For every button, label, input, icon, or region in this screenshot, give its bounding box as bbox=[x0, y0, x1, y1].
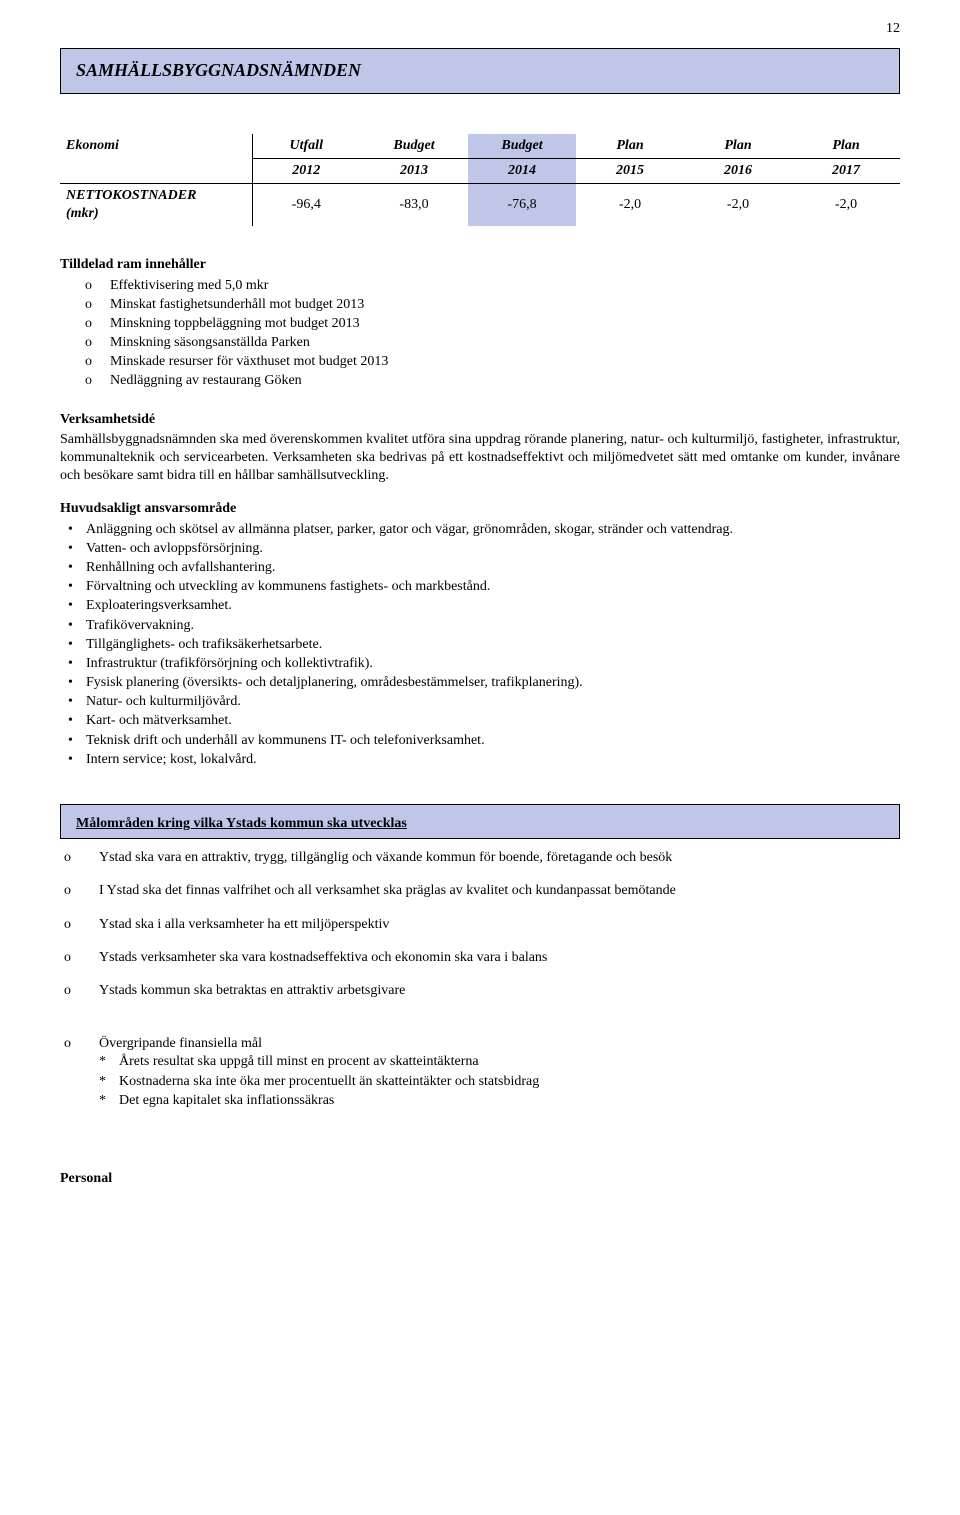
financial-heading: Övergripande finansiella mål bbox=[64, 1035, 900, 1053]
verksamhet-section: Verksamhetsidé Samhällsbyggnadsnämnden s… bbox=[60, 411, 900, 486]
personal-heading: Personal bbox=[60, 1170, 900, 1188]
list-item: Ystad ska vara en attraktiv, trygg, till… bbox=[64, 849, 900, 867]
financial-list: Årets resultat ska uppgå till minst en p… bbox=[99, 1053, 900, 1110]
list-item: I Ystad ska det finnas valfrihet och all… bbox=[64, 882, 900, 900]
list-item: Vatten- och avloppsförsörjning. bbox=[68, 540, 900, 558]
mal-panel: Målområden kring vilka Ystads kommun ska… bbox=[60, 804, 900, 839]
financial-section: Övergripande finansiella mål Årets resul… bbox=[64, 1035, 900, 1110]
table-cell: -83,0 bbox=[360, 183, 468, 226]
col-header-bottom: 2013 bbox=[360, 158, 468, 183]
col-header-bottom: 2017 bbox=[792, 158, 900, 183]
list-item: Natur- och kulturmiljövård. bbox=[68, 693, 900, 711]
economy-table: Ekonomi Utfall Budget Budget Plan Plan P… bbox=[60, 134, 900, 227]
list-item: Minskade resurser för växthuset mot budg… bbox=[85, 353, 900, 371]
col-header-bottom: 2012 bbox=[252, 158, 360, 183]
col-header-top: Budget bbox=[360, 134, 468, 159]
page-number: 12 bbox=[60, 20, 900, 38]
list-item: Infrastruktur (trafikförsörjning och kol… bbox=[68, 655, 900, 673]
col-header-top: Budget bbox=[468, 134, 576, 159]
col-header-top: Plan bbox=[684, 134, 792, 159]
row-label-top: NETTOKOSTNADER bbox=[66, 188, 196, 203]
col-header-top: Plan bbox=[792, 134, 900, 159]
page-title: SAMHÄLLSBYGGNADSNÄMNDEN bbox=[76, 59, 884, 82]
title-panel: SAMHÄLLSBYGGNADSNÄMNDEN bbox=[60, 48, 900, 93]
list-item: Renhållning och avfallshantering. bbox=[68, 559, 900, 577]
col-header-bottom: 2015 bbox=[576, 158, 684, 183]
table-cell: -76,8 bbox=[468, 183, 576, 226]
mal-heading: Målområden kring vilka Ystads kommun ska… bbox=[76, 816, 407, 831]
list-item: Ystads verksamheter ska vara kostnadseff… bbox=[64, 949, 900, 967]
table-header-label: Ekonomi bbox=[60, 134, 252, 184]
table-cell: -2,0 bbox=[792, 183, 900, 226]
list-item: Kostnaderna ska inte öka mer procentuell… bbox=[99, 1073, 900, 1091]
mal-list: Ystad ska vara en attraktiv, trygg, till… bbox=[64, 849, 900, 1000]
list-item: Fysisk planering (översikts- och detaljp… bbox=[68, 674, 900, 692]
list-item: Nedläggning av restaurang Göken bbox=[85, 372, 900, 390]
list-item: Teknisk drift och underhåll av kommunens… bbox=[68, 732, 900, 750]
col-header-bottom: 2014 bbox=[468, 158, 576, 183]
list-item: Det egna kapitalet ska inflationssäkras bbox=[99, 1092, 900, 1110]
huvud-section: Huvudsakligt ansvarsområde Anläggning oc… bbox=[60, 500, 900, 769]
col-header-top: Plan bbox=[576, 134, 684, 159]
list-item: Trafikövervakning. bbox=[68, 617, 900, 635]
list-item: Minskat fastighetsunderhåll mot budget 2… bbox=[85, 296, 900, 314]
table-cell: -2,0 bbox=[576, 183, 684, 226]
list-item: Anläggning och skötsel av allmänna plats… bbox=[68, 521, 900, 539]
list-item: Ystad ska i alla verksamheter ha ett mil… bbox=[64, 916, 900, 934]
col-header-top: Utfall bbox=[252, 134, 360, 159]
list-item: Effektivisering med 5,0 mkr bbox=[85, 277, 900, 295]
tilldelad-section: Tilldelad ram innehåller Effektivisering… bbox=[60, 256, 900, 390]
row-label-bottom: (mkr) bbox=[66, 206, 99, 221]
tilldelad-heading: Tilldelad ram innehåller bbox=[60, 256, 900, 274]
list-item: Minskning säsongsanställda Parken bbox=[85, 334, 900, 352]
list-item: Förvaltning och utveckling av kommunens … bbox=[68, 578, 900, 596]
tilldelad-list: Effektivisering med 5,0 mkr Minskat fast… bbox=[85, 277, 900, 391]
list-item: Intern service; kost, lokalvård. bbox=[68, 751, 900, 769]
list-item: Tillgänglighets- och trafiksäkerhetsarbe… bbox=[68, 636, 900, 654]
huvud-heading: Huvudsakligt ansvarsområde bbox=[60, 500, 900, 518]
col-header-bottom: 2016 bbox=[684, 158, 792, 183]
verksamhet-heading: Verksamhetsidé bbox=[60, 411, 900, 429]
table-cell: -96,4 bbox=[252, 183, 360, 226]
huvud-list: Anläggning och skötsel av allmänna plats… bbox=[68, 521, 900, 769]
list-item: Minskning toppbeläggning mot budget 2013 bbox=[85, 315, 900, 333]
list-item: Exploateringsverksamhet. bbox=[68, 597, 900, 615]
verksamhet-text: Samhällsbyggnadsnämnden ska med överensk… bbox=[60, 431, 900, 486]
row-label: NETTOKOSTNADER (mkr) bbox=[60, 183, 252, 226]
table-cell: -2,0 bbox=[684, 183, 792, 226]
list-item: Kart- och mätverksamhet. bbox=[68, 712, 900, 730]
list-item: Ystads kommun ska betraktas en attraktiv… bbox=[64, 982, 900, 1000]
list-item: Årets resultat ska uppgå till minst en p… bbox=[99, 1053, 900, 1071]
